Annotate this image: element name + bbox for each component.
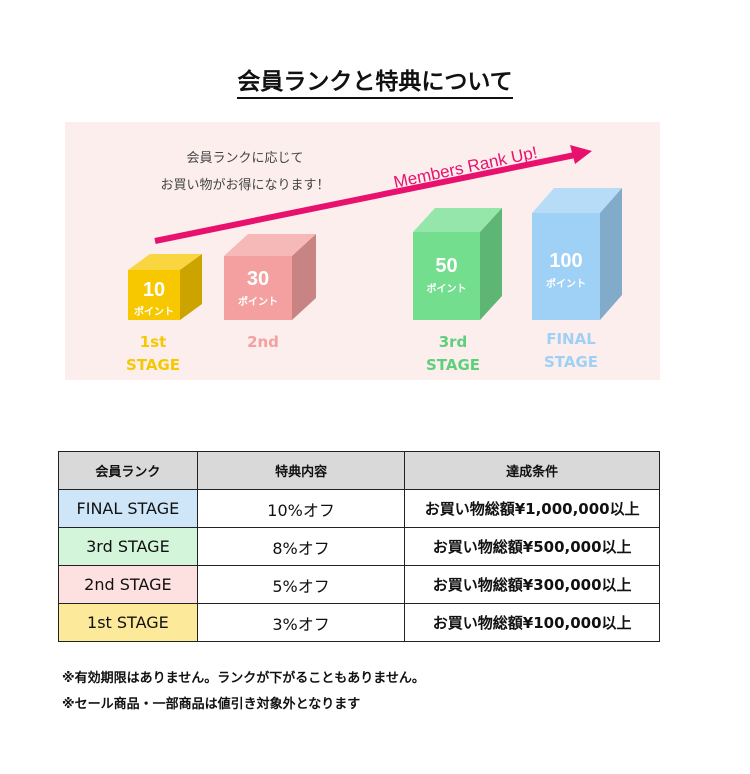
- cube-side: [180, 254, 202, 320]
- cube-front: [413, 232, 480, 320]
- rank-illustration: Members Rank Up! 10ポイント30ポイント50ポイント100ポイ…: [128, 143, 622, 320]
- cube-top: [128, 254, 202, 270]
- condition-cell: お買い物総額¥300,000以上: [404, 565, 660, 604]
- cube-points-unit: ポイント: [546, 277, 586, 290]
- header-condition: 達成条件: [404, 451, 660, 490]
- cube-front: [128, 270, 180, 320]
- header-rank: 会員ランク: [58, 451, 198, 490]
- note-1: ※有効期限はありません。ランクが下がることもありません。: [62, 671, 425, 686]
- cube-side: [480, 208, 502, 320]
- cube-points: 100: [549, 250, 582, 272]
- cube-points: 10: [143, 279, 165, 301]
- condition-cell: お買い物総額¥500,000以上: [404, 527, 660, 566]
- cube-points-unit: ポイント: [427, 282, 467, 295]
- cube-side: [600, 188, 622, 320]
- rank-cell: 1st STAGE: [58, 603, 198, 642]
- rank-cell: FINAL STAGE: [58, 489, 198, 528]
- table-row: FINAL STAGE 10%オフ お買い物総額¥1,000,000以上: [58, 489, 660, 528]
- benefit-cell: 10%オフ: [196, 489, 406, 528]
- benefit-cell: 5%オフ: [196, 565, 406, 604]
- stage-cube-2: 50 ポイント: [413, 208, 502, 320]
- rank-up-arrow: [154, 145, 592, 244]
- stage-cube-1: 30 ポイント: [224, 234, 316, 320]
- cube-points-unit: ポイント: [134, 305, 174, 318]
- table-row: 2nd STAGE 5%オフ お買い物総額¥300,000以上: [58, 565, 660, 604]
- cube-top: [413, 208, 502, 232]
- cube-top: [532, 188, 622, 213]
- cube-side: [292, 234, 316, 320]
- benefit-cell: 3%オフ: [196, 603, 406, 642]
- cube-front: [532, 213, 600, 320]
- benefit-cell: 8%オフ: [196, 527, 406, 566]
- stage-label-1st: 1st STAGE: [125, 333, 181, 374]
- page-title: 会員ランクと特典について: [0, 62, 750, 99]
- stage-label-3rd: 3rd STAGE: [425, 333, 481, 374]
- note-2: ※セール商品・一部商品は値引き対象外となります: [62, 697, 361, 712]
- table-header-row: 会員ランク 特典内容 達成条件: [58, 451, 660, 490]
- table-row: 3rd STAGE 8%オフ お買い物総額¥500,000以上: [58, 527, 660, 566]
- condition-cell: お買い物総額¥100,000以上: [404, 603, 660, 642]
- header-benefit: 特典内容: [196, 451, 406, 490]
- rank-table: 会員ランク 特典内容 達成条件 FINAL STAGE 10%オフ お買い物総額…: [58, 451, 660, 642]
- cube-points-unit: ポイント: [238, 295, 278, 308]
- table-row: 1st STAGE 3%オフ お買い物総額¥100,000以上: [58, 603, 660, 642]
- stage-label-2nd: 2nd: [247, 333, 279, 351]
- rank-cell: 3rd STAGE: [58, 527, 198, 566]
- cube-points: 50: [435, 255, 457, 277]
- stage-cube-3: 100 ポイント: [532, 188, 622, 320]
- stage-label-final: FINAL STAGE: [543, 330, 599, 371]
- rank-cell: 2nd STAGE: [58, 565, 198, 604]
- banner-intro: 会員ランクに応じて お買い物がお得になります！: [160, 151, 330, 193]
- stage-cube-0: 10 ポイント: [128, 254, 202, 320]
- cube-top: [224, 234, 316, 256]
- condition-cell: お買い物総額¥1,000,000以上: [404, 489, 660, 528]
- cube-front: [224, 256, 292, 320]
- cube-points: 30: [247, 268, 269, 290]
